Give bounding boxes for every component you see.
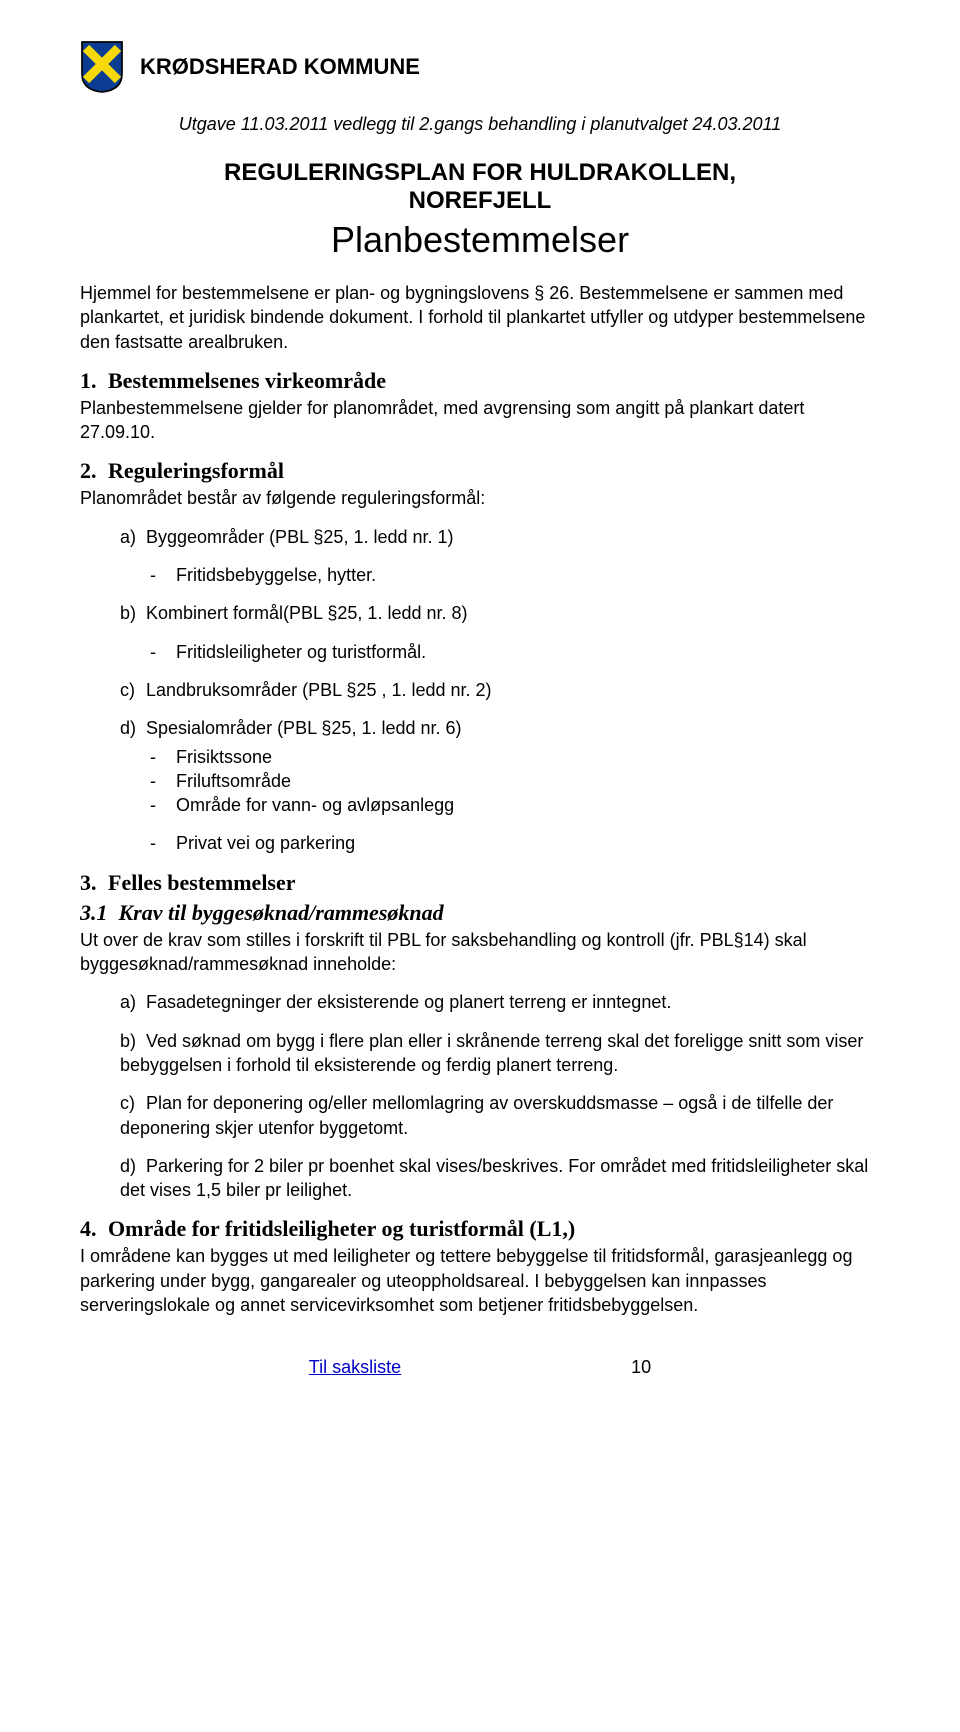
sec2-a-sub1: -Fritidsbebyggelse, hytter.: [150, 563, 880, 587]
intro-paragraph: Hjemmel for bestemmelsene er plan- og by…: [80, 281, 880, 354]
sec2-d-sub1-text: Frisiktssone: [176, 747, 272, 767]
document-header: KRØDSHERAD KOMMUNE: [80, 40, 880, 94]
section-3-num: 3.: [80, 870, 108, 896]
section-3-1-head: 3.1 Krav til byggesøknad/rammesøknad: [80, 900, 880, 926]
sec3-c-text: Plan for deponering og/eller mellomlagri…: [120, 1093, 833, 1137]
section-3-body: Ut over de krav som stilles i forskrift …: [80, 928, 880, 977]
sec2-d-sub4: -Privat vei og parkering: [150, 831, 880, 855]
list-marker: b): [120, 1029, 146, 1053]
list-marker: c): [120, 678, 146, 702]
sec2-d-sub1: -Frisiktssone: [150, 745, 880, 769]
section-2-head: 2.Reguleringsformål: [80, 458, 880, 484]
sec2-b-sub1-text: Fritidsleiligheter og turistformål.: [176, 642, 426, 662]
list-marker: d): [120, 716, 146, 740]
section-2-num: 2.: [80, 458, 108, 484]
section-2-body: Planområdet består av følgende regulerin…: [80, 486, 880, 510]
dash-icon: -: [150, 745, 176, 769]
section-1-num: 1.: [80, 368, 108, 394]
sec2-item-b: b)Kombinert formål(PBL §25, 1. ledd nr. …: [120, 601, 880, 625]
section-4-title: Område for fritidsleiligheter og turistf…: [108, 1216, 575, 1241]
sec2-d-sub3-text: Område for vann- og avløpsanlegg: [176, 795, 454, 815]
dash-icon: -: [150, 769, 176, 793]
section-1-title: Bestemmelsenes virkeområde: [108, 368, 386, 393]
sec3-item-a: a)Fasadetegninger der eksisterende og pl…: [120, 990, 880, 1014]
page-footer: Til saksliste 10: [80, 1357, 880, 1378]
sec2-d-sub4-text: Privat vei og parkering: [176, 833, 355, 853]
doc-title-line1: REGULERINGSPLAN FOR HULDRAKOLLEN,: [80, 159, 880, 187]
section-3-title: Felles bestemmelser: [108, 870, 296, 895]
sec2-d-sub2: -Friluftsområde: [150, 769, 880, 793]
municipality-shield-icon: [80, 40, 124, 94]
sec3-d-text: Parkering for 2 biler pr boenhet skal vi…: [120, 1156, 868, 1200]
dash-icon: -: [150, 793, 176, 817]
sec3-item-b: b)Ved søknad om bygg i flere plan eller …: [120, 1029, 880, 1078]
section-3-1-num: 3.1: [80, 900, 108, 925]
sec3-a-text: Fasadetegninger der eksisterende og plan…: [146, 992, 671, 1012]
footer-link-saksliste[interactable]: Til saksliste: [309, 1357, 401, 1378]
section-2-title: Reguleringsformål: [108, 458, 284, 483]
sec2-a-sub1-text: Fritidsbebyggelse, hytter.: [176, 565, 376, 585]
sec3-b-text: Ved søknad om bygg i flere plan eller i …: [120, 1031, 863, 1075]
section-1-body: Planbestemmelsene gjelder for planområde…: [80, 396, 880, 445]
sec2-item-c: c)Landbruksområder (PBL §25 , 1. ledd nr…: [120, 678, 880, 702]
section-1-head: 1.Bestemmelsenes virkeområde: [80, 368, 880, 394]
section-4-body: I områdene kan bygges ut med leiligheter…: [80, 1244, 880, 1317]
list-marker: a): [120, 990, 146, 1014]
dash-icon: -: [150, 831, 176, 855]
sec2-b-sub1: -Fritidsleiligheter og turistformål.: [150, 640, 880, 664]
list-marker: b): [120, 601, 146, 625]
list-marker: c): [120, 1091, 146, 1115]
doc-title-line3: Planbestemmelser: [80, 219, 880, 261]
section-4-head: 4.Område for fritidsleiligheter og turis…: [80, 1216, 880, 1242]
list-marker: d): [120, 1154, 146, 1178]
section-3-1-title: Krav til byggesøknad/rammesøknad: [119, 900, 444, 925]
sec3-item-c: c)Plan for deponering og/eller mellomlag…: [120, 1091, 880, 1140]
section-3-head: 3.Felles bestemmelser: [80, 870, 880, 896]
sec2-b-text: Kombinert formål(PBL §25, 1. ledd nr. 8): [146, 603, 468, 623]
page-number: 10: [631, 1357, 651, 1378]
sec2-item-a: a)Byggeområder (PBL §25, 1. ledd nr. 1): [120, 525, 880, 549]
document-page: KRØDSHERAD KOMMUNE Utgave 11.03.2011 ved…: [0, 0, 960, 1418]
doc-title-line2: NOREFJELL: [80, 187, 880, 215]
section-4-num: 4.: [80, 1216, 108, 1242]
sec2-a-text: Byggeområder (PBL §25, 1. ledd nr. 1): [146, 527, 454, 547]
sec2-item-d: d)Spesialområder (PBL §25, 1. ledd nr. 6…: [120, 716, 880, 740]
sec2-d-sub2-text: Friluftsområde: [176, 771, 291, 791]
sec3-item-d: d)Parkering for 2 biler pr boenhet skal …: [120, 1154, 880, 1203]
sec2-d-text: Spesialområder (PBL §25, 1. ledd nr. 6): [146, 718, 462, 738]
dash-icon: -: [150, 640, 176, 664]
sec2-c-text: Landbruksområder (PBL §25 , 1. ledd nr. …: [146, 680, 492, 700]
issue-info: Utgave 11.03.2011 vedlegg til 2.gangs be…: [80, 114, 880, 135]
dash-icon: -: [150, 563, 176, 587]
list-marker: a): [120, 525, 146, 549]
sec2-d-sub3: -Område for vann- og avløpsanlegg: [150, 793, 880, 817]
organization-name: KRØDSHERAD KOMMUNE: [140, 54, 420, 80]
